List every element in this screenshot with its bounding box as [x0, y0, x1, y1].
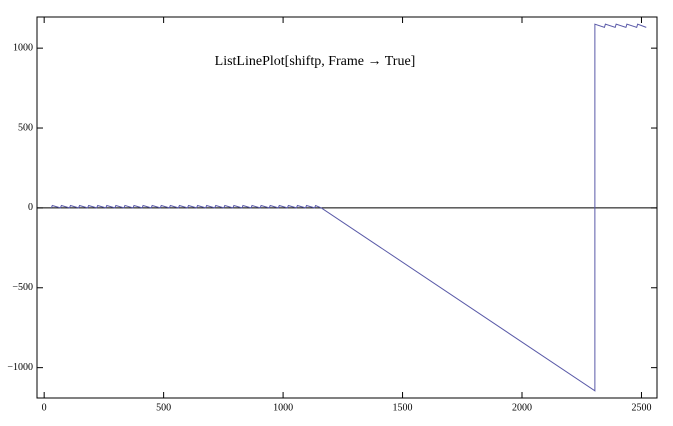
- data-line: [50, 23, 647, 392]
- x-tick-label: 500: [156, 402, 171, 413]
- y-tick-label: 1000: [13, 42, 33, 53]
- x-tick-label: 2000: [512, 402, 532, 413]
- y-tick-label: 0: [28, 202, 33, 213]
- x-tick-label: 2500: [631, 402, 651, 413]
- x-tick-label: 0: [42, 402, 47, 413]
- x-tick-label: 1500: [393, 402, 413, 413]
- x-tick-label: 1000: [273, 402, 293, 413]
- y-tick-label: 500: [18, 122, 33, 133]
- y-tick-label: −500: [12, 282, 33, 293]
- chart-title: ListLinePlot[shiftp, Frame → True]: [215, 54, 416, 69]
- y-tick-label: −1000: [7, 362, 33, 373]
